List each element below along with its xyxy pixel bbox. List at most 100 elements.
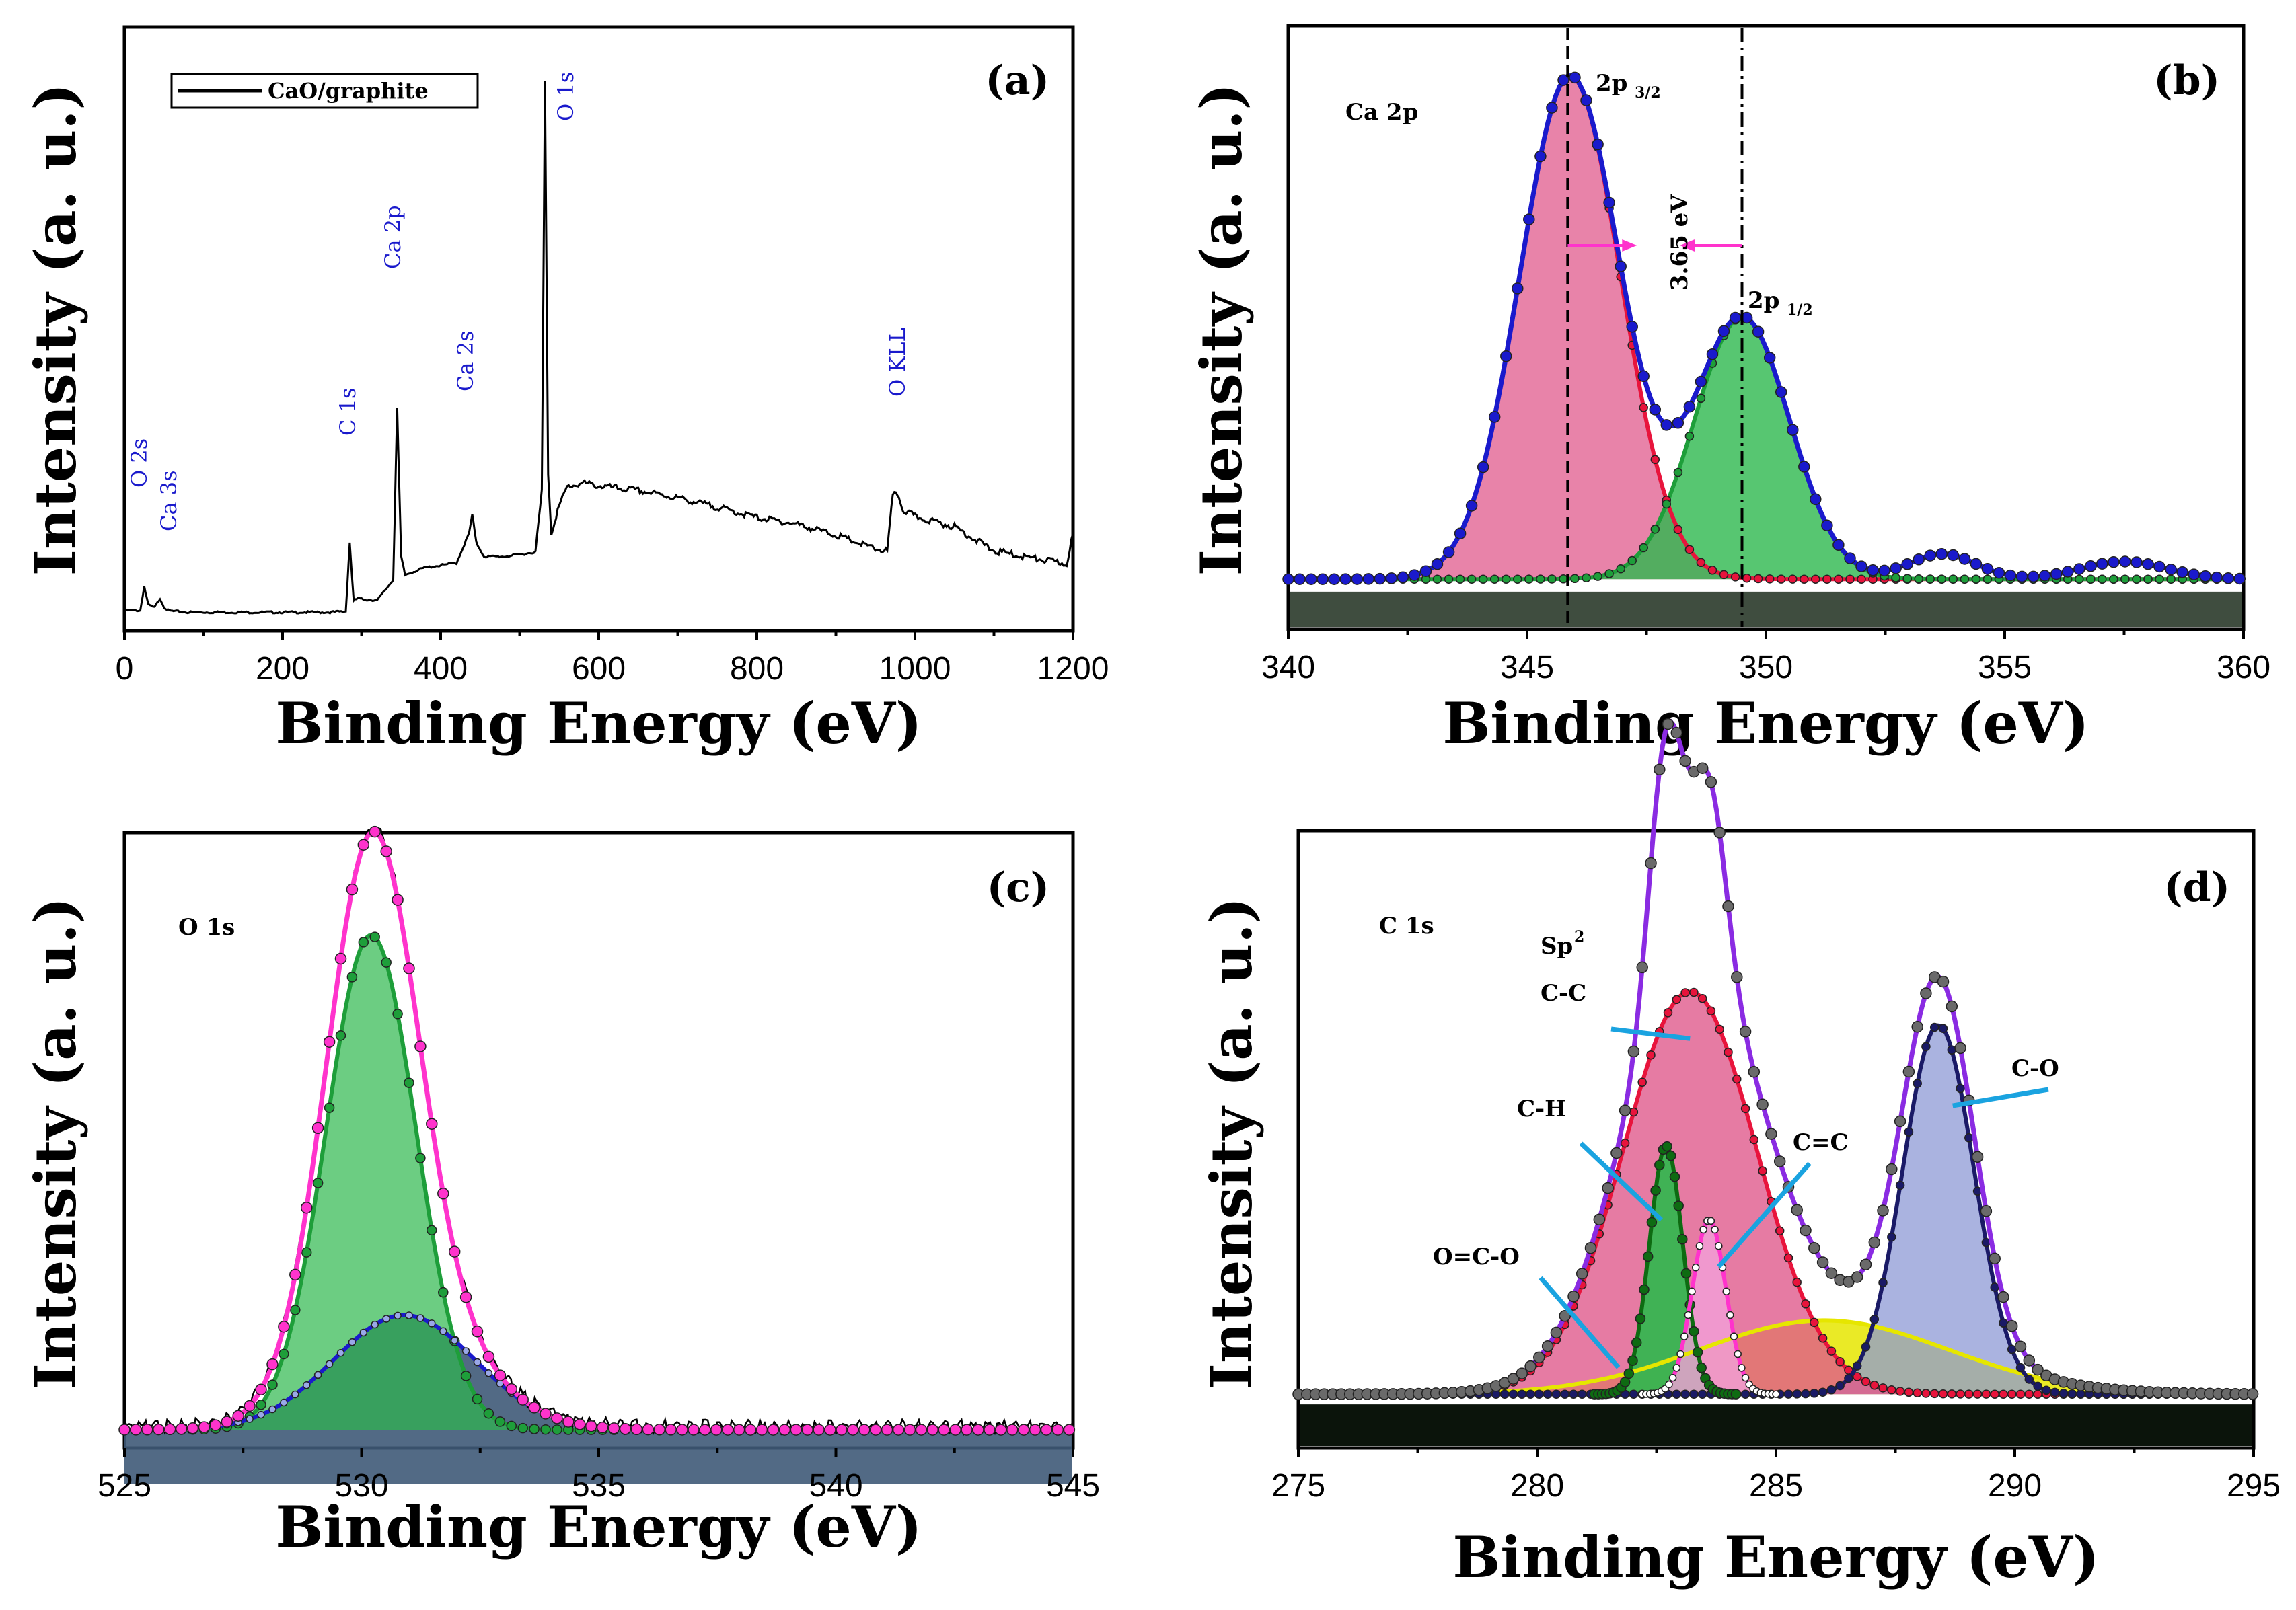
marker-component-2 [268, 1405, 276, 1414]
envelope-marker [995, 1424, 1007, 1436]
envelope-marker [1040, 1424, 1053, 1436]
envelope-marker [1706, 348, 1719, 360]
marker-2p12 [1639, 543, 1648, 553]
panel-b-label: (b) [2153, 57, 2220, 104]
marker-co [1526, 1389, 1535, 1399]
envelope-marker [1029, 1424, 1041, 1436]
envelope-marker [824, 1424, 836, 1436]
marker-component-2 [428, 1319, 436, 1328]
label-ch: C-H [1517, 1096, 1566, 1122]
line-component-1 [124, 933, 1072, 1432]
marker-component-2 [257, 1410, 265, 1419]
envelope-marker [2096, 558, 2108, 570]
envelope-marker [2038, 570, 2051, 582]
marker-2p12 [2075, 574, 2084, 584]
envelope-marker [1731, 971, 1743, 983]
envelope-marker [688, 1424, 700, 1436]
marker-component-1 [494, 1416, 506, 1427]
envelope-marker [1339, 573, 1351, 585]
marker-2p12 [1524, 574, 1534, 584]
marker-sp2 [2007, 1389, 2017, 1399]
x-tick-label: 280 [1510, 1468, 1564, 1504]
envelope-marker [1328, 573, 1340, 585]
marker-sp2 [1706, 1006, 1716, 1016]
marker-component-1 [506, 1420, 517, 1432]
envelope-marker [1832, 539, 1845, 551]
marker-2p12 [1432, 574, 1442, 584]
marker-sp2 [1724, 1047, 1733, 1057]
marker-component-1 [483, 1408, 494, 1419]
envelope-marker [346, 883, 359, 896]
marker-co [1517, 1389, 1527, 1399]
marker-component-1 [540, 1424, 551, 1435]
envelope-marker [858, 1424, 871, 1436]
marker-sp2 [1929, 1389, 1939, 1399]
envelope-marker [1512, 282, 1524, 295]
label-pointer [1539, 1276, 1621, 1369]
marker-component-2 [313, 1371, 322, 1379]
envelope-marker [323, 1036, 336, 1048]
envelope-marker [1645, 857, 1657, 870]
label-2p12-main: 2p [1748, 287, 1779, 314]
label-sp2: Sp [1541, 933, 1573, 960]
marker-co [1964, 1133, 1974, 1143]
envelope-marker [1886, 1163, 1898, 1176]
area-ch [1594, 1146, 1738, 1395]
marker-2p12 [2166, 574, 2176, 584]
envelope-marker [1821, 519, 1833, 532]
marker-component-2 [439, 1327, 447, 1336]
split-arrowhead-right [1680, 239, 1695, 252]
envelope-marker [778, 1424, 791, 1436]
marker-2p12 [1902, 574, 1912, 583]
marker-2p12 [1489, 574, 1499, 584]
envelope-marker [1696, 762, 1709, 774]
marker-sp2 [1775, 1226, 1785, 1235]
envelope-marker [2027, 570, 2040, 583]
envelope-marker [619, 1422, 632, 1435]
marker-co [2067, 1389, 2077, 1399]
envelope-marker [1859, 1258, 1872, 1270]
marker-2p12 [1547, 574, 1557, 584]
marker-sp2 [1895, 1387, 1905, 1396]
envelope-marker [130, 1424, 142, 1436]
marker-co [1895, 1180, 1905, 1190]
envelope-marker [1507, 1373, 1520, 1385]
panel-d-y-title: Intensity (a. u.) [1198, 897, 1265, 1389]
envelope-marker [2005, 1319, 2018, 1332]
marker-sp2 [1629, 1107, 1639, 1117]
panel-d-x-title: Binding Energy (eV) [1452, 1524, 2099, 1590]
marker-2p12 [1570, 574, 1580, 584]
envelope-marker [562, 1416, 575, 1428]
marker-component-2 [484, 1369, 493, 1377]
envelope-marker [1894, 1115, 1906, 1128]
envelope-marker [198, 1421, 211, 1433]
marker-sp2 [1715, 1024, 1724, 1034]
envelope-marker [403, 962, 415, 974]
panel-a-x-title: Binding Energy (eV) [275, 690, 922, 757]
envelope-marker [551, 1412, 563, 1424]
envelope-marker [1981, 563, 1994, 575]
marker-co [1938, 1024, 1948, 1033]
marker-sp2 [1620, 1138, 1630, 1148]
panel-a-survey-spectrum: 0 200 400 600 800 1000 1200 (a) CaO/graphite O… [22, 25, 1109, 757]
marker-co [1818, 1387, 1828, 1397]
marker-cc [1691, 1264, 1700, 1272]
x-tick-label: 360 [2217, 650, 2270, 685]
marker-2p12 [2098, 574, 2107, 584]
envelope-marker [1844, 552, 1856, 564]
panel-c-region-label: O 1s [178, 914, 235, 941]
envelope-marker [459, 1291, 472, 1303]
envelope-marker [984, 1424, 996, 1436]
envelope-marker [1752, 325, 1765, 338]
envelope-marker [630, 1423, 643, 1436]
raw-data-line [124, 827, 1074, 1436]
envelope-marker [1787, 424, 1799, 436]
envelope-marker [1362, 573, 1375, 585]
envelope-marker [1282, 573, 1294, 585]
marker-2p12 [1960, 574, 1970, 584]
envelope-marker [1500, 350, 1512, 362]
panel-a-plot-area [124, 81, 1074, 615]
marker-sp2 [1758, 1166, 1767, 1176]
marker-component-2 [394, 1311, 402, 1320]
marker-component-1 [279, 1348, 289, 1360]
